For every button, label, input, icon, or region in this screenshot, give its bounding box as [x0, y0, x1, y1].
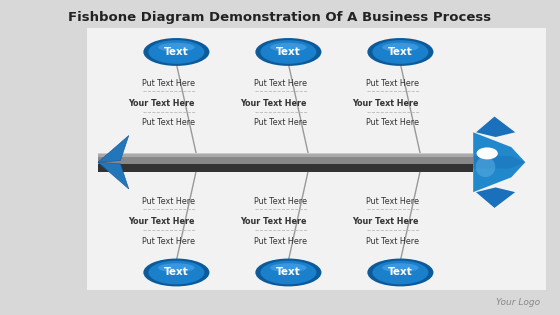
Text: Your Logo: Your Logo [496, 298, 540, 307]
Text: Text: Text [388, 267, 413, 278]
Text: Text: Text [276, 267, 301, 278]
Text: Fishbone Diagram Demonstration Of A Business Process: Fishbone Diagram Demonstration Of A Busi… [68, 11, 492, 24]
Text: Put Text Here: Put Text Here [254, 118, 307, 127]
Ellipse shape [372, 40, 428, 64]
Circle shape [477, 147, 498, 159]
Polygon shape [473, 156, 525, 169]
Text: Text: Text [164, 47, 189, 57]
Ellipse shape [255, 38, 321, 66]
FancyBboxPatch shape [98, 153, 473, 154]
Text: Your Text Here: Your Text Here [128, 100, 195, 108]
Text: Put Text Here: Put Text Here [254, 79, 307, 88]
Ellipse shape [143, 38, 209, 66]
Text: Text: Text [276, 47, 301, 57]
Ellipse shape [372, 261, 428, 284]
Ellipse shape [367, 259, 433, 286]
Text: Your Text Here: Your Text Here [240, 100, 307, 108]
Text: Your Text Here: Your Text Here [128, 217, 195, 226]
Ellipse shape [255, 259, 321, 286]
Text: Put Text Here: Put Text Here [254, 197, 307, 206]
Text: Put Text Here: Put Text Here [366, 238, 419, 246]
Ellipse shape [148, 40, 204, 64]
Text: Text: Text [388, 47, 413, 57]
Ellipse shape [475, 157, 495, 177]
Text: Put Text Here: Put Text Here [142, 197, 195, 206]
FancyBboxPatch shape [87, 28, 546, 290]
Ellipse shape [367, 38, 433, 66]
Text: Put Text Here: Put Text Here [254, 238, 307, 246]
Polygon shape [476, 117, 515, 137]
Ellipse shape [382, 263, 418, 272]
Ellipse shape [143, 259, 209, 286]
Polygon shape [98, 162, 129, 189]
Polygon shape [473, 132, 525, 192]
Text: Put Text Here: Put Text Here [366, 118, 419, 127]
Polygon shape [98, 135, 129, 162]
FancyBboxPatch shape [98, 153, 473, 164]
Text: Your Text Here: Your Text Here [352, 217, 419, 226]
Polygon shape [476, 187, 515, 208]
Ellipse shape [382, 43, 418, 52]
Text: Put Text Here: Put Text Here [366, 197, 419, 206]
Text: Put Text Here: Put Text Here [142, 79, 195, 88]
FancyBboxPatch shape [98, 153, 473, 157]
Ellipse shape [158, 43, 195, 52]
Ellipse shape [270, 263, 307, 272]
Text: Put Text Here: Put Text Here [142, 118, 195, 127]
Text: Text: Text [164, 267, 189, 278]
Text: Your Text Here: Your Text Here [240, 217, 307, 226]
Text: Put Text Here: Put Text Here [142, 238, 195, 246]
Text: Your Text Here: Your Text Here [352, 100, 419, 108]
Ellipse shape [260, 40, 316, 64]
Ellipse shape [148, 261, 204, 284]
Ellipse shape [158, 263, 195, 272]
Ellipse shape [270, 43, 307, 52]
FancyBboxPatch shape [98, 164, 473, 172]
Text: Put Text Here: Put Text Here [366, 79, 419, 88]
Ellipse shape [260, 261, 316, 284]
